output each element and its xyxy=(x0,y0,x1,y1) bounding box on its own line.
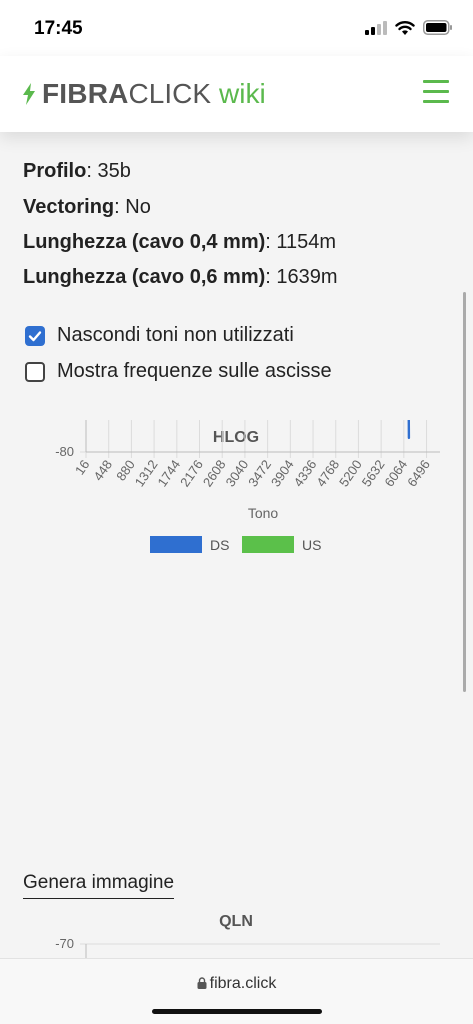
hlog-chart-title: HLOG xyxy=(213,429,259,446)
status-icons xyxy=(365,20,453,35)
x-tick-label: 6496 xyxy=(404,457,433,489)
profilo-label: Profilo xyxy=(23,160,87,182)
status-bar: 17:45 xyxy=(0,0,473,56)
x-tick-label: 2176 xyxy=(177,457,206,489)
home-indicator[interactable] xyxy=(152,1009,322,1014)
cellular-signal-icon xyxy=(365,20,387,35)
legend-swatch-ds[interactable] xyxy=(150,536,202,553)
info-profilo: Profilo: 35b xyxy=(23,160,131,183)
hlog-x-axis-label: Tono xyxy=(248,505,279,521)
lunghezza-04-label: Lunghezza (cavo 0,4 mm) xyxy=(23,231,266,253)
scrollbar-thumb[interactable] xyxy=(463,292,466,692)
show-frequencies-label[interactable]: Mostra frequenze sulle ascisse xyxy=(57,360,332,382)
logo-text-click: CLICK xyxy=(128,78,212,109)
qln-chart: QLN -70 xyxy=(55,913,440,958)
generate-image-link[interactable]: Genera immagine xyxy=(23,872,175,899)
vectoring-value: : No xyxy=(114,196,151,218)
page-content: Profilo: 35b Vectoring: No Lunghezza (ca… xyxy=(0,132,473,958)
y-tick-label: -80 xyxy=(55,444,74,459)
lightning-bolt-icon xyxy=(23,83,35,105)
x-tick-label: 4336 xyxy=(291,457,320,489)
x-tick-label: 5200 xyxy=(336,457,365,489)
x-tick-label: 6064 xyxy=(381,457,410,489)
site-logo[interactable]: FIBRA CLICK wiki xyxy=(22,78,266,110)
x-tick-label: 448 xyxy=(90,457,115,483)
hamburger-menu-icon[interactable] xyxy=(423,80,449,104)
address-bar[interactable]: fibra.click xyxy=(0,975,473,993)
lunghezza-04-value: : 1154m xyxy=(265,231,337,253)
status-time: 17:45 xyxy=(34,18,83,39)
series-ds-line xyxy=(407,420,411,440)
checkmark-icon xyxy=(28,331,42,342)
x-tick-label: 16 xyxy=(72,457,93,477)
x-tick-label: 5632 xyxy=(359,457,388,489)
legend-swatch-us[interactable] xyxy=(242,536,294,553)
x-tick-label: 1312 xyxy=(132,457,161,489)
x-tick-label: 1744 xyxy=(154,457,183,489)
qln-chart-title: QLN xyxy=(219,913,253,930)
legend-label-us[interactable]: US xyxy=(302,537,321,553)
x-tick-label: 3472 xyxy=(245,457,274,489)
hlog-chart: HLOG-10-20-30-40-50-60-70-80164488801312… xyxy=(55,420,440,553)
legend-label-ds[interactable]: DS xyxy=(210,537,229,553)
qln-y-tick-label: -70 xyxy=(55,936,74,951)
logo-text-fibra: FIBRA xyxy=(42,78,129,109)
logo-text-wiki: wiki xyxy=(219,78,266,109)
show-frequencies-checkbox[interactable] xyxy=(25,362,45,382)
lunghezza-06-value: : 1639m xyxy=(265,266,338,288)
lock-icon xyxy=(197,977,207,989)
info-lunghezza-04: Lunghezza (cavo 0,4 mm): 1154m xyxy=(23,231,336,254)
x-tick-label: 4768 xyxy=(313,457,342,489)
x-tick-label: 2608 xyxy=(200,457,229,489)
url-text: fibra.click xyxy=(209,975,277,992)
info-lunghezza-06: Lunghezza (cavo 0,6 mm): 1639m xyxy=(23,266,338,289)
wifi-icon xyxy=(395,21,415,35)
lunghezza-06-label: Lunghezza (cavo 0,6 mm) xyxy=(23,266,266,288)
vectoring-label: Vectoring xyxy=(23,196,115,218)
battery-icon xyxy=(423,20,452,35)
x-tick-label: 3040 xyxy=(223,457,252,489)
browser-bottom-bar: fibra.click xyxy=(0,958,473,1024)
hide-unused-checkbox[interactable] xyxy=(25,326,45,346)
hide-unused-label[interactable]: Nascondi toni non utilizzati xyxy=(57,324,294,346)
info-vectoring: Vectoring: No xyxy=(23,196,151,219)
x-tick-label: 3904 xyxy=(268,457,297,489)
site-header: FIBRA CLICK wiki xyxy=(0,56,473,132)
profilo-value: : 35b xyxy=(86,160,131,182)
